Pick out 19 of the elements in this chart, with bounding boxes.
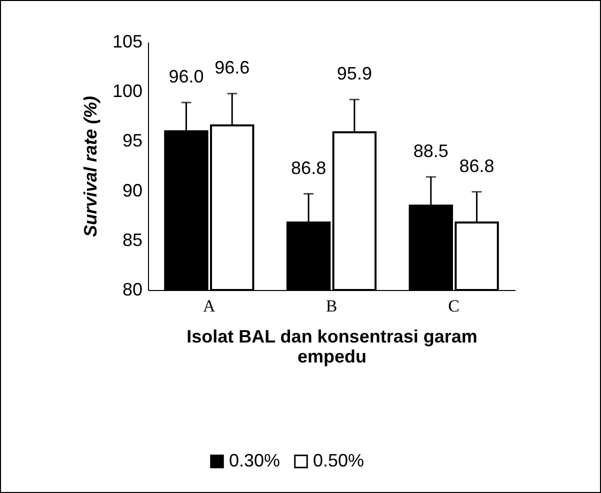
legend-label: 0.30%	[229, 450, 280, 470]
y-tick-label: 105	[112, 32, 142, 52]
y-axis-title: Survival rate (%)	[80, 96, 100, 238]
y-tick-label: 80	[122, 280, 142, 300]
x-tick-label: B	[326, 296, 338, 316]
legend-label: 0.50%	[313, 450, 364, 470]
data-label: 96.6	[214, 58, 250, 78]
data-label: 95.9	[336, 64, 372, 84]
x-tick-label: A	[203, 296, 216, 316]
x-tick-label: C	[448, 296, 460, 316]
x-axis-title: Isolat BAL dan konsentrasi garam empedu	[186, 326, 478, 366]
y-tick-label: 95	[122, 130, 142, 151]
y-tick-label: 85	[122, 230, 142, 250]
y-tick-label: 90	[122, 180, 142, 200]
y-tick-label: 100	[112, 81, 142, 102]
data-label: 86.8	[459, 156, 494, 176]
data-label: 88.5	[413, 140, 448, 161]
data-label: 96.0	[168, 66, 204, 87]
data-label: 86.8	[291, 158, 326, 178]
